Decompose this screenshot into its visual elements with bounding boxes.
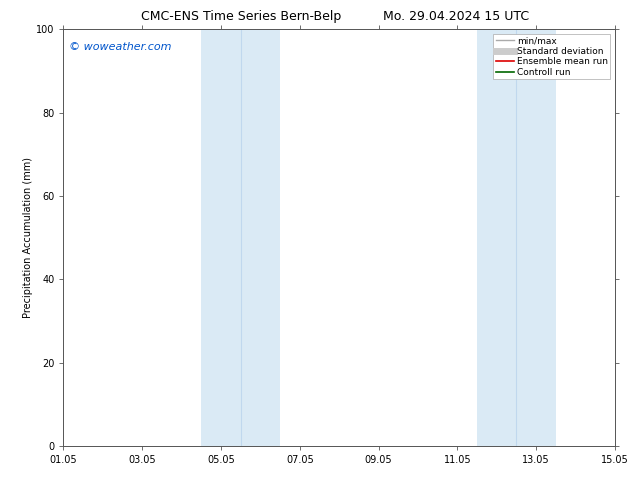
Bar: [202, 29, 280, 446]
Text: CMC-ENS Time Series Bern-Belp: CMC-ENS Time Series Bern-Belp: [141, 10, 341, 23]
Y-axis label: Precipitation Accumulation (mm): Precipitation Accumulation (mm): [23, 157, 33, 318]
Text: © woweather.com: © woweather.com: [69, 42, 171, 52]
Legend: min/max, Standard deviation, Ensemble mean run, Controll run: min/max, Standard deviation, Ensemble me…: [493, 34, 611, 79]
Text: Mo. 29.04.2024 15 UTC: Mo. 29.04.2024 15 UTC: [384, 10, 529, 23]
Bar: [477, 29, 556, 446]
